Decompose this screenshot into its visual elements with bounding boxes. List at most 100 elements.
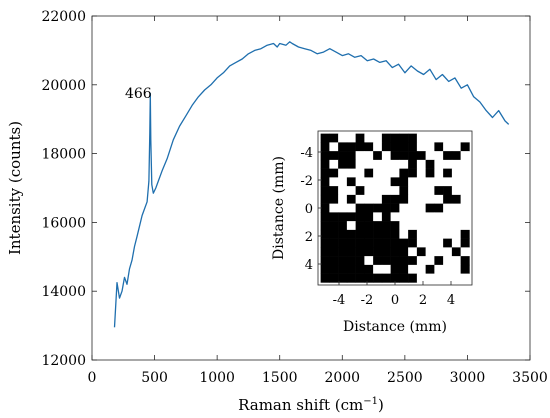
heatmap-cell bbox=[460, 212, 470, 222]
heatmap-cell bbox=[434, 212, 444, 222]
heatmap-cell bbox=[443, 264, 453, 274]
heatmap-cell bbox=[460, 238, 470, 248]
heatmap-cell bbox=[346, 238, 356, 248]
heatmap-cell bbox=[434, 238, 444, 248]
heatmap-cell bbox=[434, 142, 444, 152]
heatmap-cell bbox=[355, 229, 365, 239]
heatmap-cell bbox=[355, 212, 365, 222]
heatmap-cell bbox=[346, 133, 356, 143]
heatmap-cell bbox=[346, 256, 356, 266]
heatmap-cell bbox=[338, 159, 348, 169]
heatmap-cell bbox=[338, 221, 348, 231]
heatmap-cell bbox=[399, 168, 409, 178]
heatmap-cell bbox=[346, 264, 356, 274]
heatmap-cell bbox=[381, 177, 391, 187]
heatmap-cell bbox=[451, 264, 461, 274]
heatmap-cell bbox=[399, 247, 409, 257]
heatmap-cell bbox=[460, 133, 470, 143]
heatmap-cell bbox=[346, 221, 356, 231]
heatmap-cell bbox=[381, 221, 391, 231]
heatmap-cell bbox=[460, 221, 470, 231]
heatmap-cell bbox=[355, 264, 365, 274]
heatmap-cell bbox=[416, 151, 426, 161]
heatmap-cell bbox=[338, 238, 348, 248]
main-x-axis-label-close: ) bbox=[378, 396, 384, 414]
heatmap-cell bbox=[451, 151, 461, 161]
heatmap-cell bbox=[408, 212, 418, 222]
heatmap-cell bbox=[399, 142, 409, 152]
heatmap-cell bbox=[408, 264, 418, 274]
heatmap-cell bbox=[364, 264, 374, 274]
heatmap-cell bbox=[434, 273, 444, 283]
heatmap-cell bbox=[346, 142, 356, 152]
heatmap-cell bbox=[408, 151, 418, 161]
heatmap-cell bbox=[329, 247, 339, 257]
heatmap-cell bbox=[355, 151, 365, 161]
inset-x-axis-label: Distance (mm) bbox=[343, 319, 447, 335]
heatmap-cell bbox=[451, 186, 461, 196]
heatmap-cell bbox=[460, 151, 470, 161]
heatmap-cell bbox=[399, 212, 409, 222]
main-x-tick-label: 3500 bbox=[512, 370, 548, 386]
heatmap-cell bbox=[390, 142, 400, 152]
heatmap-cell bbox=[408, 194, 418, 204]
heatmap-cell bbox=[329, 177, 339, 187]
heatmap-cell bbox=[399, 264, 409, 274]
heatmap-cell bbox=[390, 177, 400, 187]
inset-y-tick-label: -2 bbox=[300, 174, 313, 189]
heatmap-cell bbox=[390, 273, 400, 283]
inset-x-tick-label: -2 bbox=[361, 293, 374, 308]
heatmap-cell bbox=[390, 159, 400, 169]
main-y-tick-label: 16000 bbox=[41, 215, 86, 231]
heatmap-cell bbox=[443, 229, 453, 239]
heatmap-cell bbox=[408, 273, 418, 283]
heatmap-cell bbox=[381, 273, 391, 283]
heatmap-cell bbox=[320, 159, 330, 169]
heatmap-cell bbox=[460, 247, 470, 257]
inset-y-tick-label: 4 bbox=[305, 258, 313, 273]
heatmap-cell bbox=[399, 186, 409, 196]
peak-annotation-466: 466 bbox=[125, 86, 152, 102]
heatmap-cell bbox=[399, 221, 409, 231]
heatmap-cell bbox=[320, 186, 330, 196]
heatmap-cell bbox=[443, 238, 453, 248]
main-y-tick-label: 20000 bbox=[41, 78, 86, 94]
heatmap-cell bbox=[451, 142, 461, 152]
heatmap-cell bbox=[460, 142, 470, 152]
heatmap-cell bbox=[373, 221, 383, 231]
inset-x-tick-label: 2 bbox=[419, 293, 427, 308]
heatmap-cell bbox=[443, 186, 453, 196]
heatmap-cell bbox=[390, 186, 400, 196]
main-x-tick-label: 1500 bbox=[262, 370, 298, 386]
heatmap-cell bbox=[425, 142, 435, 152]
heatmap-cell bbox=[434, 194, 444, 204]
heatmap-cell bbox=[373, 264, 383, 274]
heatmap-cell bbox=[416, 247, 426, 257]
heatmap-cell bbox=[373, 168, 383, 178]
heatmap-cell bbox=[355, 203, 365, 213]
heatmap-cell bbox=[320, 256, 330, 266]
heatmap-cell bbox=[381, 212, 391, 222]
heatmap-cell bbox=[408, 133, 418, 143]
heatmap-cell bbox=[329, 221, 339, 231]
heatmap-cell bbox=[451, 168, 461, 178]
heatmap-cell bbox=[434, 159, 444, 169]
heatmap-cell bbox=[434, 203, 444, 213]
heatmap-cell bbox=[338, 177, 348, 187]
heatmap-cell bbox=[338, 194, 348, 204]
heatmap-cell bbox=[320, 168, 330, 178]
heatmap-cell bbox=[390, 151, 400, 161]
heatmap-cell bbox=[451, 133, 461, 143]
heatmap-cell bbox=[373, 194, 383, 204]
heatmap-cell bbox=[373, 177, 383, 187]
main-x-tick-label: 0 bbox=[88, 370, 97, 386]
heatmap-cell bbox=[416, 256, 426, 266]
heatmap-cell bbox=[443, 151, 453, 161]
heatmap-cell bbox=[443, 133, 453, 143]
heatmap-cell bbox=[355, 194, 365, 204]
heatmap-cell bbox=[460, 168, 470, 178]
heatmap-cell bbox=[364, 238, 374, 248]
heatmap-cell bbox=[320, 221, 330, 231]
heatmap-cell bbox=[320, 177, 330, 187]
heatmap-cell bbox=[460, 186, 470, 196]
